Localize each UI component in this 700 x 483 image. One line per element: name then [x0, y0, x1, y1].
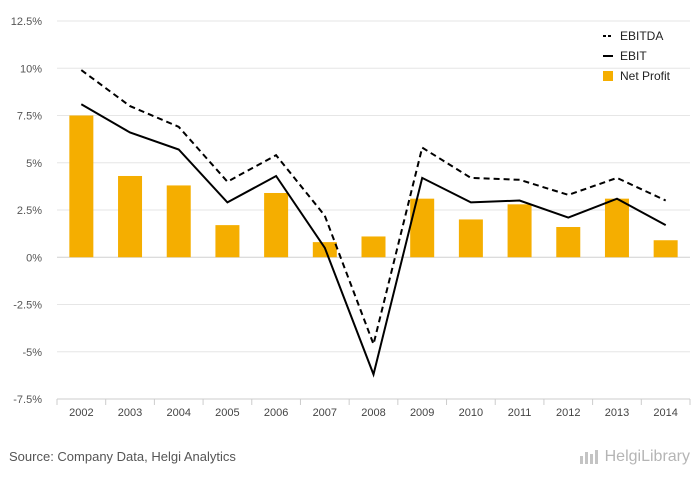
line-series: [80, 69, 667, 378]
y-tick-label: 2.5%: [17, 205, 42, 217]
x-tick-label: 2003: [118, 407, 142, 419]
legend: EBITDA EBIT Net Profit: [603, 29, 671, 83]
bar-net-profit-2006: [264, 192, 289, 258]
line-ebit: [80, 103, 667, 378]
bar-net-profit-2013: [604, 198, 629, 258]
x-tick-label: 2004: [166, 407, 190, 419]
bar-net-profit-2012: [556, 227, 581, 258]
x-tick-label: 2012: [556, 407, 580, 419]
net-profit-bars: [69, 115, 678, 258]
bars-icon: [579, 450, 598, 464]
y-tick-label: 5%: [26, 158, 42, 170]
bar-net-profit-2005: [215, 225, 240, 258]
x-tick-label: 2006: [264, 407, 288, 419]
x-tick-label: 2013: [605, 407, 629, 419]
x-tick-label: 2009: [410, 407, 434, 419]
y-tick-label: 0%: [26, 252, 42, 264]
chart: 12.5%10%7.5%5%2.5%0%-2.5%-5%-7.5% 2002 20…: [11, 16, 691, 419]
y-axis: 12.5% 10% 7.5% 5% 2.5% 0% -2.5% -5% -7.5%: [11, 16, 42, 406]
bar-net-profit-2008: [361, 236, 386, 258]
y-tick-label: -7.5%: [13, 394, 42, 406]
x-tick-label: 2010: [459, 407, 483, 419]
x-tick-label: 2005: [215, 407, 239, 419]
bar-net-profit-2003: [118, 175, 143, 258]
bar-net-profit-2014: [653, 240, 678, 258]
bar-net-profit-2010: [458, 219, 483, 258]
bar-net-profit-2002: [69, 115, 94, 258]
bar-net-profit-2011: [507, 204, 532, 258]
x-tick-label: 2014: [653, 407, 677, 419]
x-tick-label: 2011: [508, 407, 532, 419]
legend-swatch-net-profit: [603, 71, 613, 81]
x-axis: 2002 2003 2004 2005 2006 2007 2008 2009 2010 2011…: [56, 398, 691, 419]
y-tick-label: 7.5%: [17, 111, 42, 123]
legend-label: EBIT: [620, 49, 647, 63]
y-tick-label: -5%: [22, 347, 42, 359]
brand-name: HelgiLibrary: [604, 448, 690, 465]
y-tick-label: -2.5%: [13, 300, 42, 312]
legend-label: EBITDA: [620, 29, 663, 43]
x-tick-label: 2007: [313, 407, 337, 419]
legend-label: Net Profit: [620, 69, 671, 83]
source-note: Source: Company Data, Helgi Analytics: [9, 449, 236, 464]
y-tick-label: 10%: [20, 63, 42, 75]
bar-net-profit-2004: [166, 185, 191, 258]
y-tick-label: 12.5%: [11, 16, 42, 28]
brand-logo: HelgiLibrary: [579, 448, 690, 466]
x-tick-label: 2008: [361, 407, 385, 419]
line-ebitda: [80, 69, 667, 348]
x-tick-label: 2002: [69, 407, 93, 419]
bar-net-profit-2009: [410, 198, 435, 258]
